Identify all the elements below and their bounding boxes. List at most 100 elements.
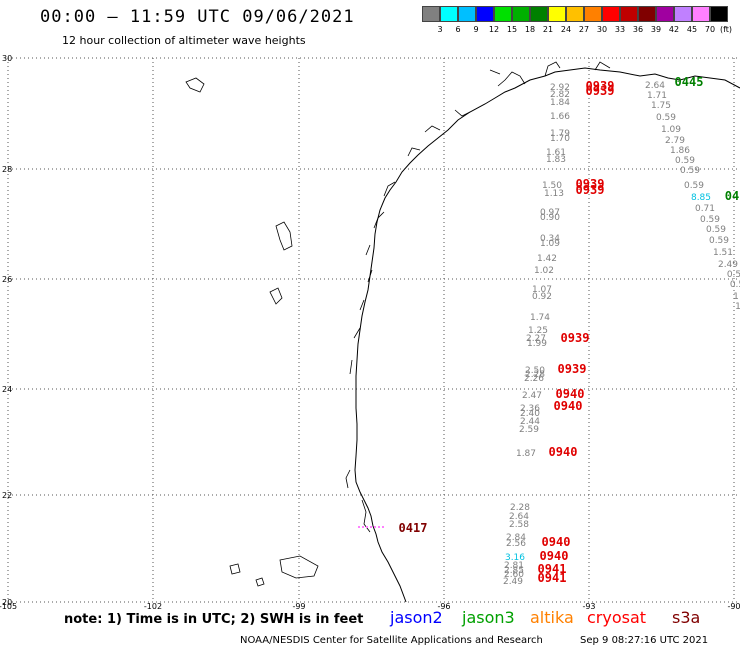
lon-label: -96 bbox=[437, 602, 450, 611]
wave-height-value: 2.50 bbox=[525, 366, 545, 376]
scale-swatch bbox=[548, 6, 566, 22]
wave-height-value: 2.92 bbox=[550, 83, 570, 93]
scale-swatch bbox=[440, 6, 458, 22]
scale-swatch bbox=[620, 6, 638, 22]
wave-height-value: 1.50 bbox=[542, 181, 562, 191]
island-cuba-west bbox=[185, 77, 205, 93]
wave-height-value: 2.28 bbox=[525, 370, 545, 380]
wave-height-value: 2.56 bbox=[506, 539, 526, 549]
scale-swatch bbox=[692, 6, 710, 22]
wave-height-value: 2.49 bbox=[503, 577, 523, 587]
wave-height-value: 1 bbox=[735, 302, 740, 312]
legend-cryosat: cryosat bbox=[587, 608, 647, 627]
scale-swatch bbox=[422, 6, 440, 22]
wave-height-value: 2.59 bbox=[519, 425, 539, 435]
wave-height-value: 1.02 bbox=[534, 266, 554, 276]
wave-height-value: 1.09 bbox=[540, 239, 560, 249]
wave-height-value: 0.59 bbox=[680, 166, 700, 176]
inland-lake-1 bbox=[275, 221, 293, 251]
wave-height-value: 1.70 bbox=[550, 134, 570, 144]
wave-height-value: 1.13 bbox=[544, 189, 564, 199]
wave-height-value: 1.83 bbox=[546, 155, 566, 165]
wave-height-value: 2.81 bbox=[504, 561, 524, 571]
wave-height-value: 2.84 bbox=[506, 533, 526, 543]
wave-height-value: 2.28 bbox=[510, 503, 530, 513]
pass-time-label: 0939 bbox=[586, 84, 615, 98]
wave-height-value: 3.16 bbox=[505, 553, 525, 563]
pass-time-label: 04 bbox=[725, 189, 739, 203]
wave-height-value: 8.85 bbox=[691, 193, 711, 203]
scale-label: 36 bbox=[632, 25, 644, 34]
pass-time-label: 0939 bbox=[558, 362, 587, 376]
map-grid bbox=[7, 57, 740, 603]
pass-time-label: 0939 bbox=[586, 79, 615, 93]
scale-label: 15 bbox=[506, 25, 518, 34]
coastline bbox=[354, 67, 740, 603]
footer-note: note: 1) Time is in UTC; 2) SWH is in fe… bbox=[64, 612, 364, 627]
scale-label: 45 bbox=[686, 25, 698, 34]
scale-swatch bbox=[602, 6, 620, 22]
wave-height-value: 2.27 bbox=[526, 334, 546, 344]
scale-swatch bbox=[494, 6, 512, 22]
scale-label: 18 bbox=[524, 25, 536, 34]
pass-time-label: 0940 bbox=[549, 445, 578, 459]
pass-time-label: 0941 bbox=[538, 562, 567, 576]
scale-label: 12 bbox=[488, 25, 500, 34]
scale-swatch bbox=[638, 6, 656, 22]
wave-height-value: 0.92 bbox=[532, 292, 552, 302]
legend-jason3: jason3 bbox=[462, 608, 515, 627]
wave-height-value: 1.99 bbox=[527, 339, 547, 349]
wave-height-value: 2.85 bbox=[504, 566, 524, 576]
wave-height-value: 0.90 bbox=[540, 213, 560, 223]
pass-time-label: 0940 bbox=[540, 549, 569, 563]
island-baja bbox=[279, 555, 319, 579]
wave-height-value: 2.60 bbox=[504, 570, 524, 580]
island-small bbox=[255, 577, 265, 587]
scale-swatch bbox=[566, 6, 584, 22]
wave-height-value: 0.5 bbox=[727, 270, 740, 280]
wave-height-value: 1.07 bbox=[532, 285, 552, 295]
wave-height-value: 2.26 bbox=[524, 374, 544, 384]
wave-height-value: 0.59 bbox=[700, 215, 720, 225]
lat-label: 22 bbox=[2, 491, 12, 500]
coast-detail bbox=[345, 61, 611, 533]
scale-label: 39 bbox=[650, 25, 662, 34]
lon-label: -102 bbox=[144, 602, 162, 611]
wave-height-value: 2.49 bbox=[718, 260, 738, 270]
lat-label: 24 bbox=[2, 385, 12, 394]
pass-time-label: 0445 bbox=[675, 75, 704, 89]
wave-height-value: 0.59 bbox=[675, 156, 695, 166]
pass-time-label: 0940 bbox=[554, 399, 583, 413]
wave-height-value: 1.79 bbox=[550, 129, 570, 139]
scale-swatch bbox=[476, 6, 494, 22]
wave-height-value: 2.79 bbox=[665, 136, 685, 146]
credit-line: NOAA/NESDIS Center for Satellite Applica… bbox=[240, 635, 543, 646]
wave-height-value: 0.59 bbox=[709, 236, 729, 246]
page-title: 00:00 – 11:59 UTC 09/06/2021 bbox=[40, 7, 355, 27]
wave-height-value: 2.47 bbox=[522, 391, 542, 401]
scale-label: 70 bbox=[704, 25, 716, 34]
scale-label: 27 bbox=[578, 25, 590, 34]
lon-label: -93 bbox=[582, 602, 595, 611]
wave-height-value: 1.61 bbox=[546, 148, 566, 158]
wave-height-value: 2.82 bbox=[550, 90, 570, 100]
scale-swatch bbox=[584, 6, 602, 22]
wave-height-value: 1 bbox=[733, 292, 739, 302]
wave-height-value: 2.40 bbox=[520, 409, 540, 419]
lon-label: -99 bbox=[292, 602, 305, 611]
island-yucatan bbox=[229, 563, 241, 575]
wave-height-value: 1.66 bbox=[550, 112, 570, 122]
pass-time-label: 0940 bbox=[542, 535, 571, 549]
scale-unit: (ft) bbox=[719, 25, 733, 34]
wave-height-value: 2.64 bbox=[509, 512, 529, 522]
legend-jason2: jason2 bbox=[390, 608, 443, 627]
wave-height-value: 1.87 bbox=[516, 449, 536, 459]
scale-swatch bbox=[674, 6, 692, 22]
wave-height-value: 1.09 bbox=[661, 125, 681, 135]
pass-time-label: 0939 bbox=[561, 331, 590, 345]
lat-label: 20 bbox=[2, 598, 12, 607]
wave-height-value: 1.86 bbox=[670, 146, 690, 156]
timestamp: Sep 9 08:27:16 UTC 2021 bbox=[580, 635, 709, 646]
scale-swatch bbox=[530, 6, 548, 22]
pass-time-label: 0939 bbox=[576, 177, 605, 191]
